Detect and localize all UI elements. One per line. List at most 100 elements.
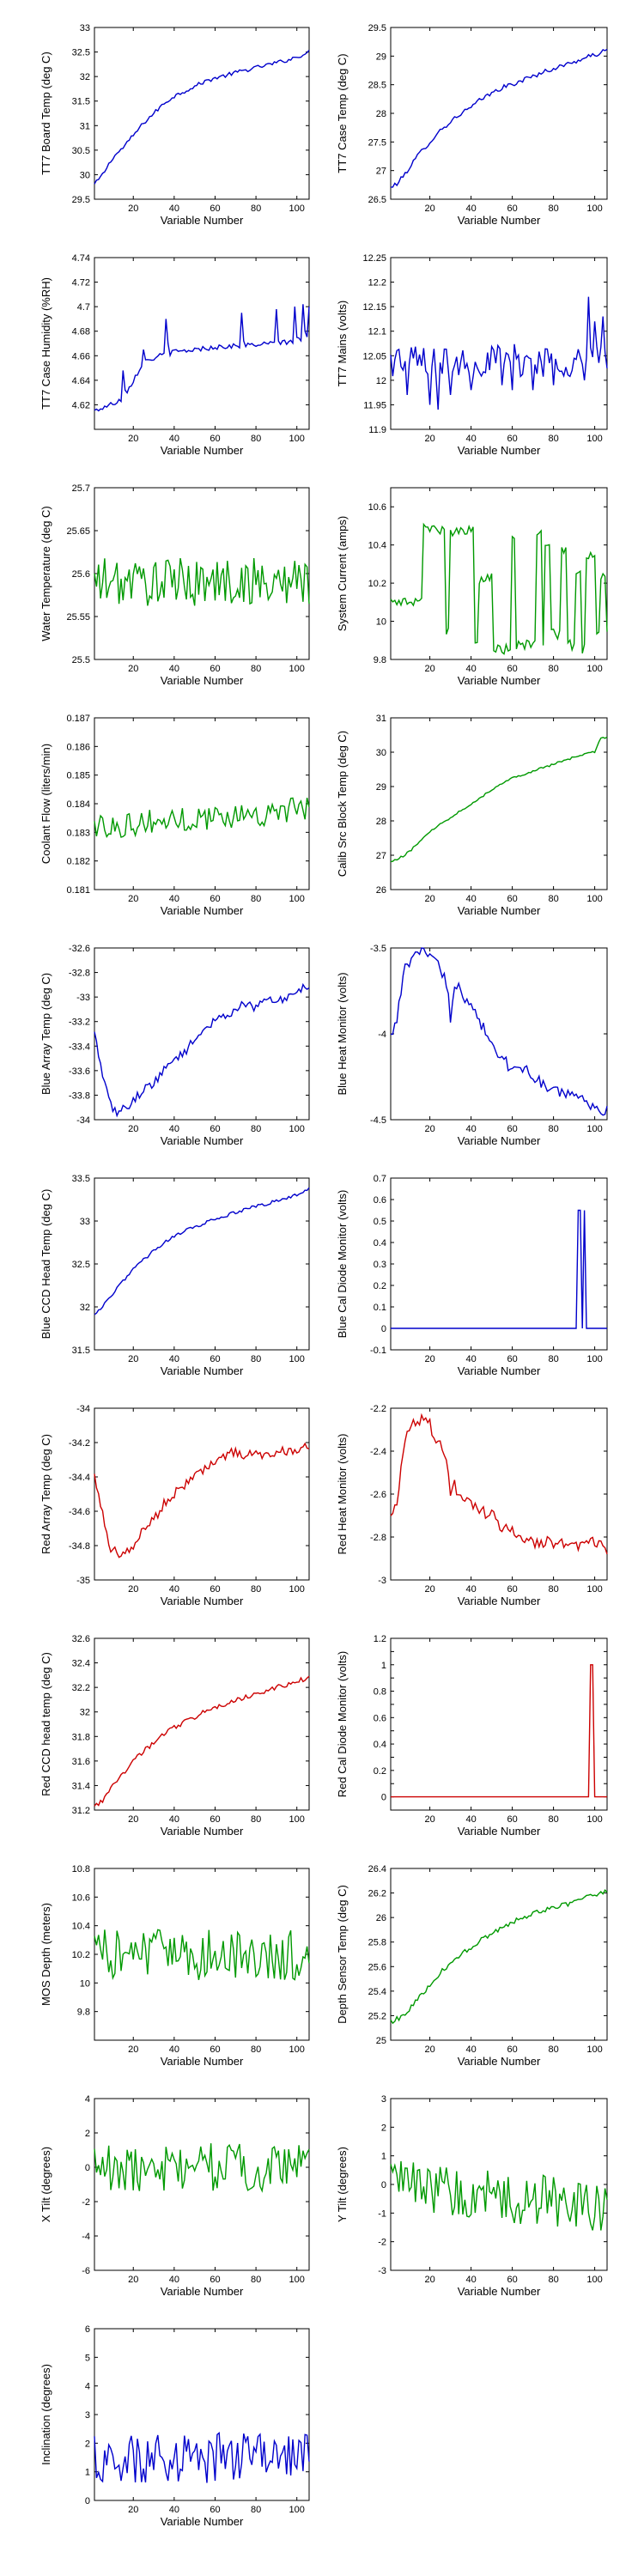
x-tick-label: 40: [169, 1814, 179, 1825]
y-tick-label: 30: [80, 170, 90, 180]
y-tick-label: 12.05: [362, 351, 386, 361]
y-axis-label: TT7 Case Humidity (%RH): [39, 277, 52, 410]
y-tick-label: 25.8: [368, 1938, 386, 1948]
x-tick-label: 40: [465, 434, 476, 444]
x-tick-label: 40: [169, 894, 179, 904]
x-tick-label: 60: [210, 1584, 220, 1595]
y-tick-label: 0: [85, 2163, 90, 2173]
y-tick-label: 25.4: [368, 1987, 386, 1997]
x-tick-label: 80: [548, 1354, 558, 1364]
chart-mos-depth: 20 40 60 80 100 9.8 10 10.2 10.4 10.6 10.8 Variable…: [39, 1864, 310, 2068]
y-tick-label: 26: [376, 885, 386, 896]
x-tick-label: 100: [289, 894, 305, 904]
x-tick-label: 20: [128, 1584, 138, 1595]
x-axis-label: Variable Number: [458, 674, 541, 687]
series-line-inclination: [94, 2431, 310, 2483]
x-axis-label: Variable Number: [161, 1825, 244, 1838]
x-tick-label: 40: [169, 1584, 179, 1595]
x-tick-label: 60: [210, 434, 220, 444]
x-tick-label: 20: [424, 2275, 434, 2285]
y-axis-label: Water Temperature (deg C): [39, 506, 52, 641]
y-tick-label: -34: [76, 1404, 90, 1414]
x-tick-label: 40: [169, 2044, 179, 2055]
y-axis-label: Depth Sensor Temp (deg C): [336, 1885, 349, 2024]
x-tick-label: 100: [289, 2044, 305, 2055]
y-axis-label: MOS Depth (meters): [39, 1903, 52, 2006]
y-tick-label: -2.4: [370, 1447, 386, 1457]
x-tick-label: 100: [586, 204, 602, 214]
x-tick-label: 20: [128, 1124, 138, 1134]
x-tick-label: 60: [507, 434, 517, 444]
y-tick-label: 32.5: [72, 48, 90, 58]
y-tick-label: 31: [376, 714, 386, 724]
y-tick-label: 31.8: [72, 1732, 90, 1742]
y-tick-label: 0.6: [374, 1713, 386, 1723]
x-tick-label: 20: [128, 2275, 138, 2285]
x-tick-label: 80: [548, 1814, 558, 1825]
x-tick-label: 100: [289, 2505, 305, 2515]
series-line-coolant-flow: [94, 797, 310, 838]
x-axis-label: Variable Number: [161, 1364, 244, 1377]
y-tick-label: 31.4: [72, 1781, 90, 1791]
x-axis-label: Variable Number: [458, 2285, 541, 2298]
series-line-x-tilt: [94, 2143, 310, 2193]
y-tick-label: 11.95: [363, 400, 386, 410]
y-tick-label: 32: [80, 72, 90, 82]
y-tick-label: 29: [376, 52, 386, 62]
y-tick-label: 30.5: [72, 146, 90, 156]
x-tick-label: 80: [548, 2275, 558, 2285]
y-axis-label: Y Tilt (degrees): [336, 2147, 349, 2222]
y-tick-label: -3: [378, 1576, 386, 1586]
y-axis-label: TT7 Mains (volts): [336, 301, 349, 386]
y-tick-label: 30: [376, 748, 386, 758]
x-tick-label: 60: [210, 1124, 220, 1134]
chart-tt7-board: 20 40 60 80 100 29.5 30 30.5 31 31.5 32 32.5 33 Varia…: [39, 23, 310, 227]
y-tick-label: 4: [85, 2094, 90, 2105]
y-tick-label: 6: [85, 2324, 90, 2335]
y-tick-label: 33: [80, 23, 90, 33]
x-tick-label: 60: [210, 1814, 220, 1825]
plot-frame: [390, 257, 608, 430]
series-line-red-array: [94, 1442, 310, 1558]
y-axis-label: TT7 Case Temp (deg C): [336, 53, 349, 173]
y-tick-label: 26.2: [368, 1889, 386, 1899]
y-tick-label: 29.5: [368, 23, 386, 33]
y-tick-label: 1: [85, 2468, 90, 2478]
y-axis-label: Red Array Temp (deg C): [39, 1434, 52, 1554]
x-tick-label: 40: [169, 1354, 179, 1364]
y-tick-label: -4: [378, 1030, 386, 1040]
y-tick-label: 28: [376, 109, 386, 119]
y-tick-label: 10: [376, 617, 386, 628]
y-tick-label: 4.74: [72, 253, 90, 264]
x-axis-label: Variable Number: [161, 214, 244, 227]
x-tick-label: 40: [169, 434, 179, 444]
x-tick-label: 80: [548, 664, 558, 674]
x-tick-label: 40: [465, 664, 476, 674]
y-tick-label: -4.5: [370, 1115, 386, 1126]
y-tick-label: 10.8: [72, 1864, 90, 1874]
y-tick-label: -2: [378, 2238, 386, 2248]
series-line-red-ccd: [94, 1675, 310, 1807]
y-tick-label: -34.2: [69, 1438, 90, 1449]
series-line-blue-heat: [390, 947, 608, 1116]
plot-frame: [94, 487, 310, 660]
x-tick-label: 20: [128, 2044, 138, 2055]
y-tick-label: -2.6: [370, 1490, 386, 1500]
x-tick-label: 40: [465, 1584, 476, 1595]
y-tick-label: 4.66: [72, 351, 90, 361]
x-tick-label: 40: [169, 2505, 179, 2515]
y-tick-label: 12: [376, 376, 386, 386]
y-tick-label: 2: [381, 2123, 386, 2133]
x-tick-label: 40: [465, 2275, 476, 2285]
y-tick-label: 26.4: [368, 1864, 386, 1874]
series-line-y-tilt: [390, 2160, 608, 2231]
y-tick-label: -32.6: [69, 944, 90, 954]
x-tick-label: 100: [289, 664, 305, 674]
x-axis-label: Variable Number: [161, 2285, 244, 2298]
x-tick-label: 40: [465, 1124, 476, 1134]
y-tick-label: -3: [378, 2266, 386, 2276]
y-tick-label: 0.182: [66, 857, 90, 867]
chart-blue-heat: 20 40 60 80 100 -4.5 -4 -3.5 Variable Number Blue…: [336, 944, 608, 1147]
x-axis-label: Variable Number: [458, 904, 541, 917]
y-tick-label: 25.6: [72, 569, 90, 580]
